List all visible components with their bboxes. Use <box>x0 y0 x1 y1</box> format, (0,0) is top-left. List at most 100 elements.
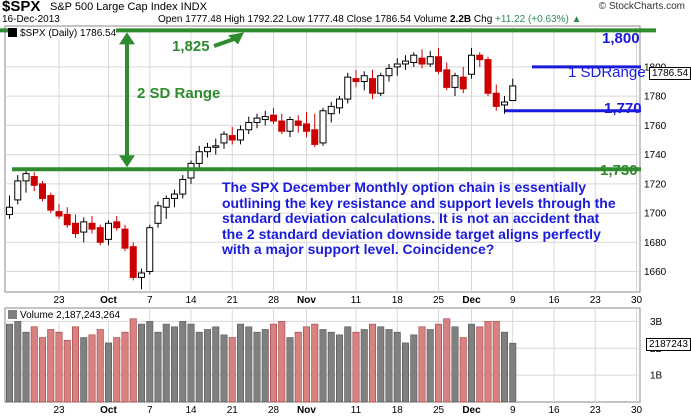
candle-body <box>179 178 187 195</box>
price-x-tick-label: Nov <box>297 295 316 306</box>
high-value: 1792.22 <box>247 14 284 25</box>
volume-legend: Volume 2,187,243,264 <box>8 310 121 321</box>
candle-body <box>369 78 376 94</box>
pointer-arrow-shaft <box>213 36 237 48</box>
volume-bar <box>426 329 434 403</box>
candle-body <box>129 246 137 278</box>
volume-bar <box>261 329 269 403</box>
volume-bar <box>385 329 393 403</box>
candle-body <box>72 222 79 235</box>
candle-body <box>138 272 145 278</box>
copyright: © StockCharts.com <box>598 1 685 12</box>
price-x-tick-label: 25 <box>433 295 445 306</box>
volume-bar <box>30 326 38 403</box>
candle-body <box>410 54 418 64</box>
volume-last-value-tag: 2187243 <box>646 338 691 351</box>
candle-body <box>212 145 220 148</box>
volume-bar <box>245 326 253 403</box>
volume-bar <box>467 323 475 403</box>
price-panel-frame <box>4 25 641 293</box>
candle-body <box>476 54 484 61</box>
candle-body <box>418 57 426 65</box>
candle-body <box>146 227 154 273</box>
close-label: Close <box>346 14 373 25</box>
candle-body <box>154 205 162 224</box>
volume-bar <box>319 329 327 403</box>
volume-bar <box>451 326 459 403</box>
price-y-tick-label: 1740 <box>644 150 667 161</box>
ohlc-readout: Open 1777.48 High 1792.22 Low 1777.48 Cl… <box>158 14 582 25</box>
price-y-tick-label: 1700 <box>644 209 667 220</box>
volume-x-tick-label: 25 <box>433 405 445 416</box>
volume-bar <box>443 318 451 403</box>
volume-bar <box>204 329 212 403</box>
annotation-level-1730: 1,730 <box>600 162 638 179</box>
volume-bar <box>121 331 129 403</box>
candle-body <box>509 85 517 102</box>
volume-legend-text: Volume 2,187,243,264 <box>20 310 121 321</box>
candle-body <box>286 119 294 132</box>
candle-body <box>253 117 261 123</box>
candle-body <box>195 151 203 164</box>
price-legend: $SPX (Daily) 1786.54 <box>8 28 117 39</box>
open-value: 1777.48 <box>185 14 222 25</box>
volume-bar <box>500 331 508 403</box>
candle-body <box>14 180 22 201</box>
volume-x-tick-label: 23 <box>53 405 65 416</box>
annotation-level-1800: 1,800 <box>602 30 640 47</box>
open-label: Open <box>158 14 183 25</box>
volume-x-tick-label: 14 <box>185 405 197 416</box>
volume-bar <box>368 323 376 403</box>
price-x-tick-label: 30 <box>631 295 643 306</box>
candle-body <box>47 195 55 211</box>
volume-y-tick-label: 1B <box>650 371 663 382</box>
candle-body <box>245 121 253 131</box>
volume-bar <box>492 321 500 403</box>
candle-body <box>468 54 475 75</box>
candle-body <box>278 120 286 132</box>
price-y-tick-label: 1760 <box>644 121 667 132</box>
candle-body <box>303 123 310 132</box>
candle-body <box>435 56 442 72</box>
candle-body <box>113 221 121 229</box>
volume-bar <box>38 337 46 403</box>
candle-body <box>484 59 492 94</box>
candle-body <box>55 211 63 217</box>
volume-bar <box>459 337 467 403</box>
volume-x-tick-label: 9 <box>510 405 516 416</box>
candle-body <box>228 135 236 141</box>
price-y-tick-label: 1780 <box>644 92 667 103</box>
volume-bar <box>154 331 162 403</box>
volume-bar <box>484 321 492 403</box>
volume-bar <box>401 342 409 403</box>
pointer-arrow-head-icon <box>228 32 244 45</box>
volume-bar <box>88 334 96 403</box>
volume-bar <box>410 334 418 403</box>
index-name: S&P 500 Large Cap Index INDX <box>50 1 207 13</box>
volume-bar <box>253 331 261 403</box>
volume-bar <box>162 323 170 403</box>
candle-body <box>344 76 352 100</box>
volume-x-tick-label: Dec <box>462 405 481 416</box>
candle-body <box>80 221 88 233</box>
price-x-tick-label: 18 <box>392 295 404 306</box>
volume-bar <box>55 331 63 403</box>
price-x-tick-label: 16 <box>548 295 560 306</box>
volume-bar <box>434 323 442 403</box>
volume-bar <box>302 326 310 403</box>
price-x-tick-label: 9 <box>510 295 516 306</box>
volume-bar <box>14 321 22 403</box>
candle-body <box>237 129 244 141</box>
candle-body <box>162 197 170 208</box>
volume-x-tick-label: 7 <box>147 405 153 416</box>
chg-label: Chg <box>473 14 493 25</box>
candle-body <box>377 75 385 94</box>
candle-body <box>451 75 459 88</box>
low-value: 1777.48 <box>307 14 344 25</box>
high-label: High <box>224 14 245 25</box>
volume-bar <box>418 326 426 403</box>
volume-bar <box>22 331 30 403</box>
volume-bar <box>195 331 203 403</box>
candle-body <box>402 60 409 65</box>
